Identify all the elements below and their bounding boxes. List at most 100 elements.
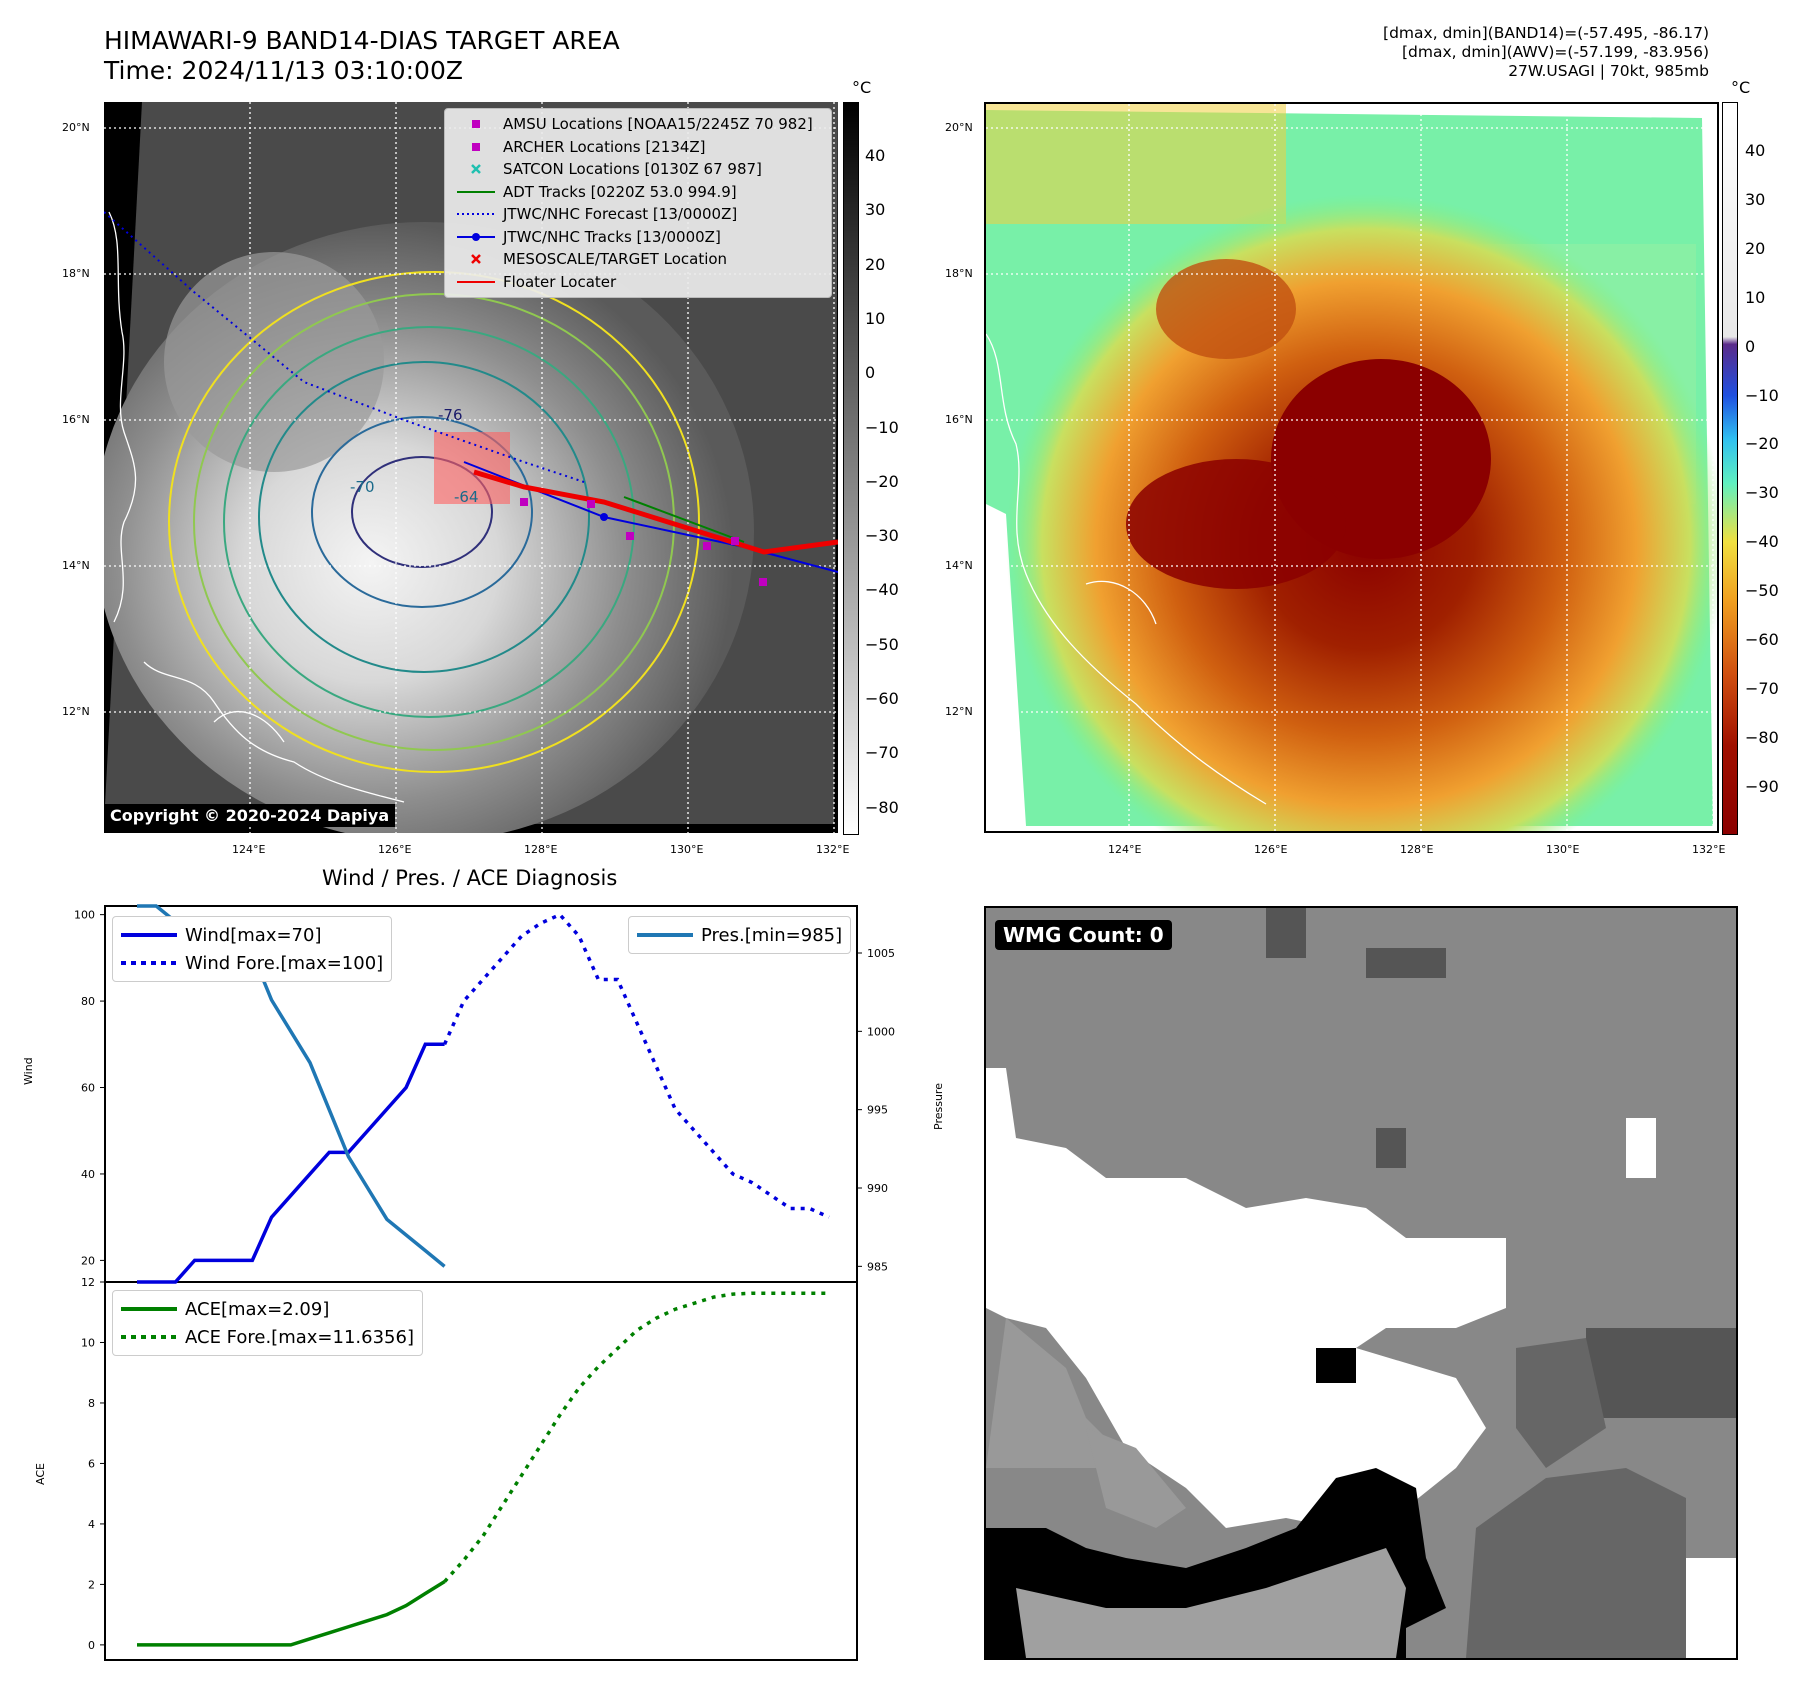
legend-item-wind-forecast: Wind Fore.[max=100] bbox=[121, 949, 383, 977]
ace-forecast-line bbox=[443, 1291, 829, 1583]
lon-label-128e-right: 128°E bbox=[1400, 843, 1434, 856]
color-colorbar-tick-13: −90 bbox=[1745, 776, 1779, 796]
lat-label-12n: 12°N bbox=[62, 705, 90, 718]
ace-legend: ACE[max=2.09] ACE Fore.[max=11.6356] bbox=[112, 1290, 423, 1356]
gray-colorbar-tick-9: −50 bbox=[865, 634, 899, 654]
figure-time: Time: 2024/11/13 03:10:00Z bbox=[104, 56, 463, 85]
gray-colorbar-tick-5: −10 bbox=[865, 417, 899, 437]
figure-title: HIMAWARI-9 BAND14-DIAS TARGET AREA bbox=[104, 26, 620, 55]
legend-item-jtwc-forecast: JTWC/NHC Forecast [13/0000Z] bbox=[457, 205, 738, 224]
lat-label-14n-right: 14°N bbox=[945, 559, 973, 572]
ace-plot-frame bbox=[104, 1281, 858, 1661]
info-line-storm: 27W.USAGI | 70kt, 985mb bbox=[1508, 62, 1709, 80]
color-ir-map-panel bbox=[984, 102, 1719, 833]
legend-item-pressure: Pres.[min=985] bbox=[637, 921, 842, 949]
pressure-legend: Pres.[min=985] bbox=[628, 916, 852, 954]
info-line-band14: [dmax, dmin](BAND14)=(-57.495, -86.17) bbox=[1383, 24, 1709, 42]
color-colorbar-unit: °C bbox=[1731, 78, 1751, 97]
lat-label-14n: 14°N bbox=[62, 559, 90, 572]
color-colorbar-tick-8: −40 bbox=[1745, 532, 1779, 552]
lon-label-130e: 130°E bbox=[670, 843, 704, 856]
lon-label-126e-right: 126°E bbox=[1254, 843, 1288, 856]
ace-axis-tick-2: 8 bbox=[88, 1397, 95, 1410]
map-legend: AMSU Locations [NOAA15/2245Z 70 982] ARC… bbox=[444, 108, 832, 298]
ace-axis-tick-6: 0 bbox=[88, 1639, 95, 1652]
color-colorbar-tick-5: −10 bbox=[1745, 385, 1779, 405]
lon-label-126e: 126°E bbox=[378, 843, 412, 856]
color-colorbar-tick-0: 40 bbox=[1745, 141, 1766, 160]
gray-colorbar bbox=[843, 102, 859, 835]
legend-item-ace: ACE[max=2.09] bbox=[121, 1295, 414, 1323]
ace-axis-tick-0: 12 bbox=[81, 1276, 95, 1289]
legend-item-adt: ADT Tracks [0220Z 53.0 994.9] bbox=[457, 182, 737, 201]
color-colorbar-tick-9: −50 bbox=[1745, 581, 1779, 601]
pressure-axis-tick-0: 1005 bbox=[867, 947, 895, 960]
color-colorbar-tick-3: 10 bbox=[1745, 287, 1766, 307]
lon-label-130e-right: 130°E bbox=[1546, 843, 1580, 856]
target-box bbox=[434, 432, 510, 504]
info-block: [dmax, dmin](BAND14)=(-57.495, -86.17) [… bbox=[1383, 24, 1709, 81]
legend-item-ace-forecast: ACE Fore.[max=11.6356] bbox=[121, 1323, 414, 1351]
gray-colorbar-tick-6: −20 bbox=[865, 471, 899, 491]
wind-axis-tick-1: 80 bbox=[81, 995, 95, 1008]
contour-label-64: -64 bbox=[454, 488, 479, 506]
pressure-axis-tick-2: 995 bbox=[867, 1104, 888, 1117]
color-colorbar-tick-12: −80 bbox=[1745, 727, 1779, 747]
color-colorbar-tick-6: −20 bbox=[1745, 434, 1779, 454]
lon-label-132e: 132°E bbox=[816, 843, 850, 856]
color-colorbar-tick-10: −60 bbox=[1745, 630, 1779, 649]
wind-axis-tick-4: 20 bbox=[81, 1254, 95, 1267]
contour-label-70: -70 bbox=[350, 478, 375, 496]
gray-colorbar-tick-0: 40 bbox=[865, 146, 886, 165]
copyright-label: Copyright © 2020-2024 Dapiya bbox=[104, 804, 396, 827]
lat-label-16n: 16°N bbox=[62, 413, 90, 426]
ace-axis-tick-4: 4 bbox=[88, 1518, 95, 1531]
gray-colorbar-unit: °C bbox=[852, 78, 872, 97]
gray-colorbar-tick-2: 20 bbox=[865, 254, 886, 274]
lon-label-124e: 124°E bbox=[232, 843, 266, 856]
pressure-axis-tick-1: 1000 bbox=[867, 1025, 895, 1038]
gray-colorbar-tick-4: 0 bbox=[865, 363, 876, 383]
ace-axis-label: ACE bbox=[34, 1463, 47, 1485]
color-colorbar-tick-11: −70 bbox=[1745, 678, 1779, 698]
lat-label-18n: 18°N bbox=[62, 267, 90, 280]
ace-axis-tick-3: 6 bbox=[88, 1457, 95, 1470]
gray-colorbar-tick-1: 30 bbox=[865, 200, 886, 220]
gray-colorbar-tick-12: −80 bbox=[865, 797, 899, 817]
wmg-count-badge: WMG Count: 0 bbox=[995, 920, 1172, 950]
contour-label-76: -76 bbox=[438, 406, 463, 424]
color-colorbar bbox=[1722, 102, 1738, 835]
legend-item-archer: ARCHER Locations [2134Z] bbox=[453, 136, 823, 159]
wind-axis-tick-3: 40 bbox=[81, 1168, 95, 1181]
lat-label-12n-right: 12°N bbox=[945, 705, 973, 718]
legend-item-floater: Floater Locater bbox=[457, 272, 617, 291]
gray-colorbar-tick-3: 10 bbox=[865, 308, 886, 328]
legend-item-jtwc-tracks: JTWC/NHC Tracks [13/0000Z] bbox=[453, 226, 823, 249]
diag-title: Wind / Pres. / ACE Diagnosis bbox=[322, 866, 618, 890]
color-colorbar-tick-2: 20 bbox=[1745, 238, 1766, 258]
pressure-axis-label: Pressure bbox=[932, 1083, 945, 1130]
color-ir-map-image bbox=[986, 104, 1717, 831]
wind-axis-tick-2: 60 bbox=[81, 1082, 95, 1095]
color-colorbar-tick-1: 30 bbox=[1745, 189, 1766, 209]
wind-forecast-line bbox=[442, 912, 830, 1219]
gray-colorbar-tick-10: −60 bbox=[865, 689, 899, 708]
wmg-panel bbox=[984, 906, 1738, 1660]
info-line-awv: [dmax, dmin](AWV)=(-57.199, -83.956) bbox=[1402, 43, 1709, 61]
gray-colorbar-tick-7: −30 bbox=[865, 526, 899, 546]
pressure-axis-tick-3: 990 bbox=[867, 1182, 888, 1195]
legend-item-wind: Wind[max=70] bbox=[121, 921, 383, 949]
lat-label-16n-right: 16°N bbox=[945, 413, 973, 426]
lat-label-18n-right: 18°N bbox=[945, 267, 973, 280]
lon-label-132e-right: 132°E bbox=[1692, 843, 1726, 856]
wind-axis-label: Wind bbox=[22, 1057, 35, 1085]
color-colorbar-tick-4: 0 bbox=[1745, 336, 1756, 356]
ace-line bbox=[137, 1580, 446, 1647]
legend-item-amsu: AMSU Locations [NOAA15/2245Z 70 982] bbox=[453, 113, 823, 136]
gray-colorbar-tick-11: −70 bbox=[865, 743, 899, 763]
ace-axis-tick-5: 2 bbox=[88, 1578, 95, 1591]
color-colorbar-tick-7: −30 bbox=[1745, 483, 1779, 503]
legend-item-mesoscale: MESOSCALE/TARGET Location bbox=[453, 248, 823, 271]
lat-label-20n-right: 20°N bbox=[945, 121, 973, 134]
